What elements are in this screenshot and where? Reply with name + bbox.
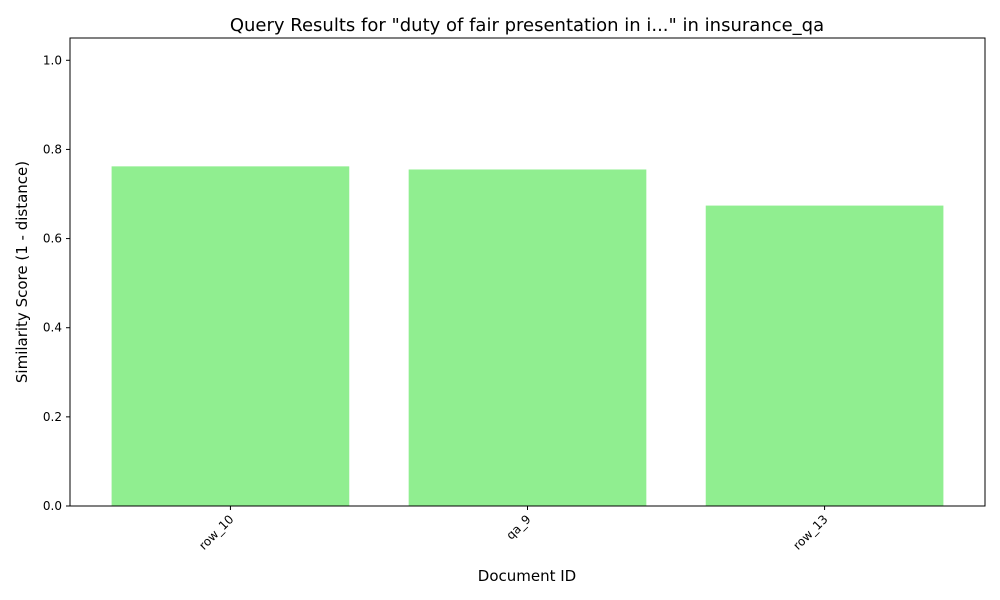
- chart-title: Query Results for "duty of fair presenta…: [230, 15, 824, 36]
- y-tick-label: 0.8: [43, 142, 62, 156]
- y-axis-ticks: 0.0 0.2 0.4 0.6 0.8 1.0: [43, 53, 70, 513]
- y-tick-label: 1.0: [43, 53, 62, 67]
- y-axis-label: Similarity Score (1 - distance): [13, 161, 31, 383]
- y-tick-label: 0.2: [43, 410, 62, 424]
- bar-qa_9: [408, 169, 647, 506]
- y-tick-label: 0.4: [43, 321, 62, 335]
- plot-area: 0.00.20.40.60.81.0 row_10 qa_9 row_13: [43, 37, 986, 553]
- y-tick-label: 0.6: [43, 232, 62, 246]
- x-axis-label: Document ID: [478, 567, 576, 585]
- bar-row_10: [111, 166, 350, 506]
- bars-group: [111, 166, 944, 507]
- y-tick-label: 0.0: [43, 499, 62, 513]
- bar-row_13: [705, 205, 944, 507]
